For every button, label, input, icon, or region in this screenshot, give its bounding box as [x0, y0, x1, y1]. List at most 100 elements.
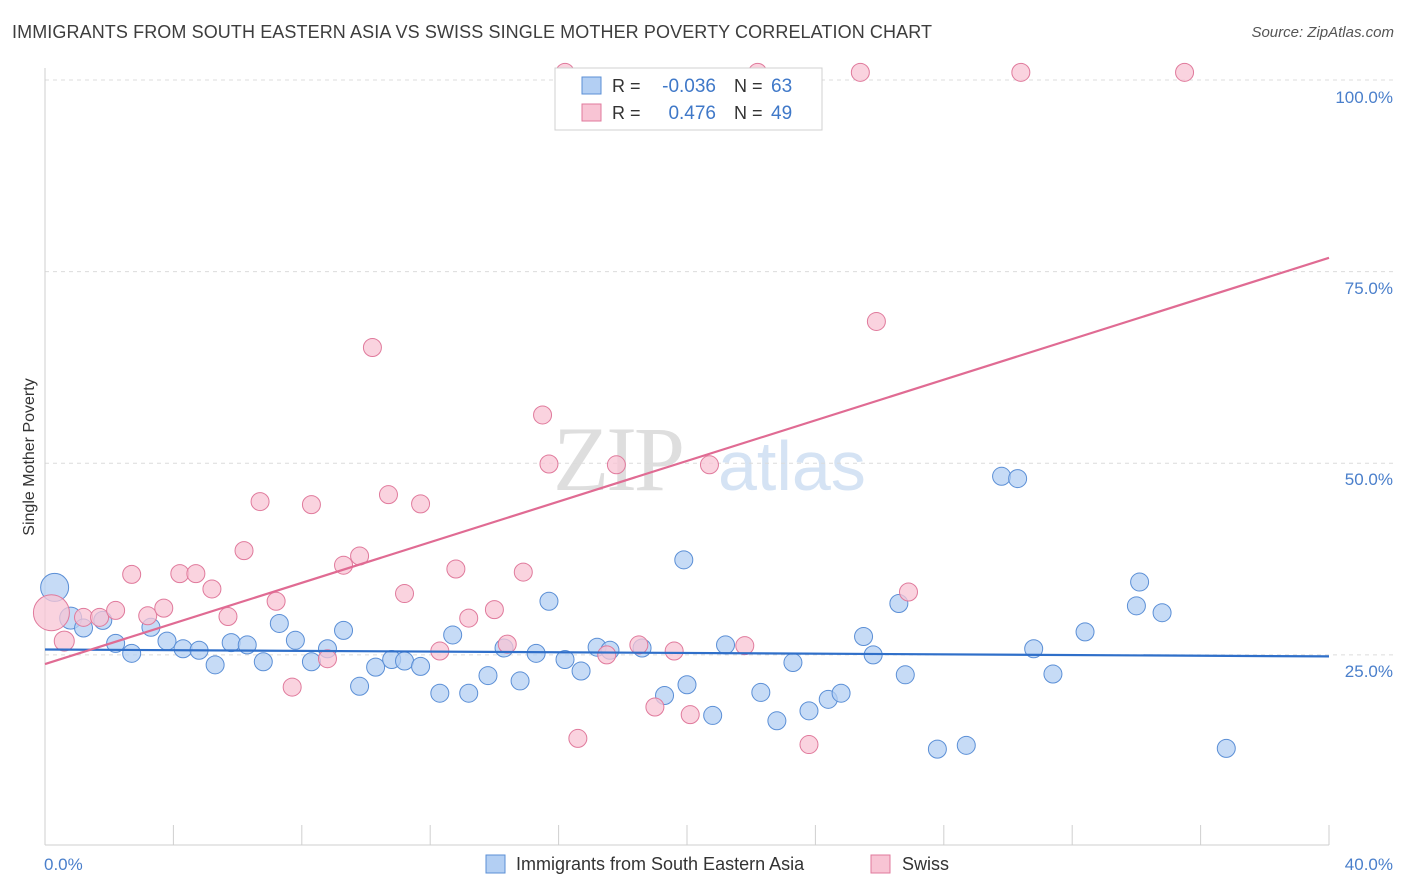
stats-legend-swatch-pink [581, 103, 602, 122]
stats-n-value-blue: 63 [771, 76, 792, 97]
immigrants-point-10 [205, 655, 225, 675]
stats-legend: R = -0.036 N = 63 R = 0.476 N = 49 [554, 67, 823, 131]
grid-lines [45, 79, 1393, 656]
swiss-point-40 [699, 455, 719, 475]
data-points [32, 62, 1236, 759]
immigrants-point-54 [992, 466, 1012, 486]
swiss-point-15 [282, 677, 302, 697]
immigrants-point-22 [395, 651, 415, 671]
immigrants-point-23 [411, 656, 431, 676]
swiss-point-48 [1175, 62, 1195, 82]
swiss-point-27 [484, 600, 504, 620]
immigrants-point-44 [783, 653, 803, 673]
immigrants-point-8 [173, 639, 193, 659]
immigrants-point-14 [269, 613, 289, 633]
stats-n-label-blue: N = [734, 76, 763, 96]
swiss-point-38 [664, 641, 684, 661]
watermark-atlas: atlas [718, 427, 866, 505]
immigrants-point-45 [799, 701, 819, 721]
immigrants-point-5 [122, 643, 142, 663]
swiss-point-4 [106, 600, 126, 620]
immigrants-point-40 [703, 705, 723, 725]
immigrants-point-39 [677, 675, 697, 695]
immigrants-point-42 [751, 682, 771, 702]
immigrants-point-48 [854, 626, 874, 646]
swiss-point-25 [446, 559, 466, 579]
swiss-point-6 [138, 606, 158, 626]
immigrants-point-61 [1152, 603, 1172, 623]
immigrants-point-38 [674, 550, 694, 570]
stats-r-label-blue: R = [612, 76, 641, 96]
stats-r-label-pink: R = [612, 103, 641, 123]
stats-legend-swatch-blue [581, 76, 602, 95]
swiss-point-45 [866, 311, 886, 331]
y-tick-label-25: 25.0% [1345, 662, 1393, 681]
swiss-point-22 [395, 584, 415, 604]
immigrants-point-43 [767, 711, 787, 731]
legend-swatch-immigrants [485, 854, 506, 874]
swiss-point-11 [218, 607, 238, 627]
swiss-point-3 [90, 607, 110, 627]
y-tick-label-50: 50.0% [1345, 470, 1393, 489]
immigrants-point-25 [443, 625, 463, 645]
immigrants-point-27 [478, 666, 498, 686]
swiss-point-9 [186, 564, 206, 584]
swiss-point-28 [497, 634, 517, 654]
swiss-point-46 [898, 582, 918, 602]
swiss-point-23 [411, 494, 431, 514]
swiss-point-31 [539, 454, 559, 474]
stats-r-value-pink: 0.476 [668, 103, 716, 124]
immigrants-point-7 [157, 631, 177, 651]
swiss-point-39 [680, 705, 700, 725]
swiss-point-33 [568, 728, 588, 748]
swiss-trend-line [44, 256, 1330, 666]
immigrants-point-32 [555, 649, 575, 669]
immigrants-point-26 [459, 683, 479, 703]
immigrants-point-30 [526, 643, 546, 663]
immigrants-trend-line [44, 648, 1330, 658]
swiss-point-18 [334, 555, 354, 575]
swiss-point-14 [266, 591, 286, 611]
swiss-point-29 [513, 562, 533, 582]
y-axis-label: Single Mother Poverty [21, 378, 38, 535]
swiss-point-12 [234, 541, 254, 561]
swiss-point-5 [122, 564, 142, 584]
immigrants-point-62 [1216, 738, 1236, 758]
swiss-point-2 [74, 607, 94, 627]
immigrants-point-24 [430, 683, 450, 703]
swiss-point-41 [735, 636, 755, 656]
immigrants-point-29 [510, 671, 530, 691]
immigrants-point-41 [716, 635, 736, 655]
legend-swatch-swiss [870, 854, 891, 874]
immigrants-point-55 [1008, 469, 1028, 489]
stats-r-value-blue: -0.036 [662, 76, 716, 97]
swiss-point-17 [317, 649, 337, 669]
x-tick-label-min: 0.0% [44, 855, 83, 874]
legend-label-swiss: Swiss [902, 854, 949, 874]
swiss-point-43 [799, 735, 819, 755]
y-tick-label-75: 75.0% [1345, 279, 1393, 298]
immigrants-point-58 [1075, 622, 1095, 642]
stats-n-label-pink: N = [734, 103, 763, 123]
swiss-point-0 [32, 594, 70, 632]
chart-source: Source: ZipAtlas.com [1251, 24, 1394, 41]
swiss-point-30 [533, 405, 553, 425]
immigrants-point-18 [334, 620, 354, 640]
swiss-point-36 [629, 635, 649, 655]
x-tick-label-max: 40.0% [1345, 855, 1393, 874]
swiss-point-34 [597, 645, 617, 665]
immigrants-point-31 [539, 591, 559, 611]
stats-n-value-pink: 49 [771, 103, 792, 124]
axes [44, 68, 1330, 846]
y-tick-label-100: 100.0% [1335, 88, 1393, 107]
immigrants-point-47 [831, 683, 851, 703]
immigrants-point-20 [366, 657, 386, 677]
swiss-point-47 [1011, 62, 1031, 82]
immigrants-point-60 [1130, 572, 1150, 592]
swiss-point-21 [378, 485, 398, 505]
immigrants-point-51 [895, 665, 915, 685]
swiss-point-1 [53, 630, 75, 652]
chart-title: IMMIGRANTS FROM SOUTH EASTERN ASIA VS SW… [12, 22, 933, 42]
immigrants-point-33 [571, 661, 591, 681]
